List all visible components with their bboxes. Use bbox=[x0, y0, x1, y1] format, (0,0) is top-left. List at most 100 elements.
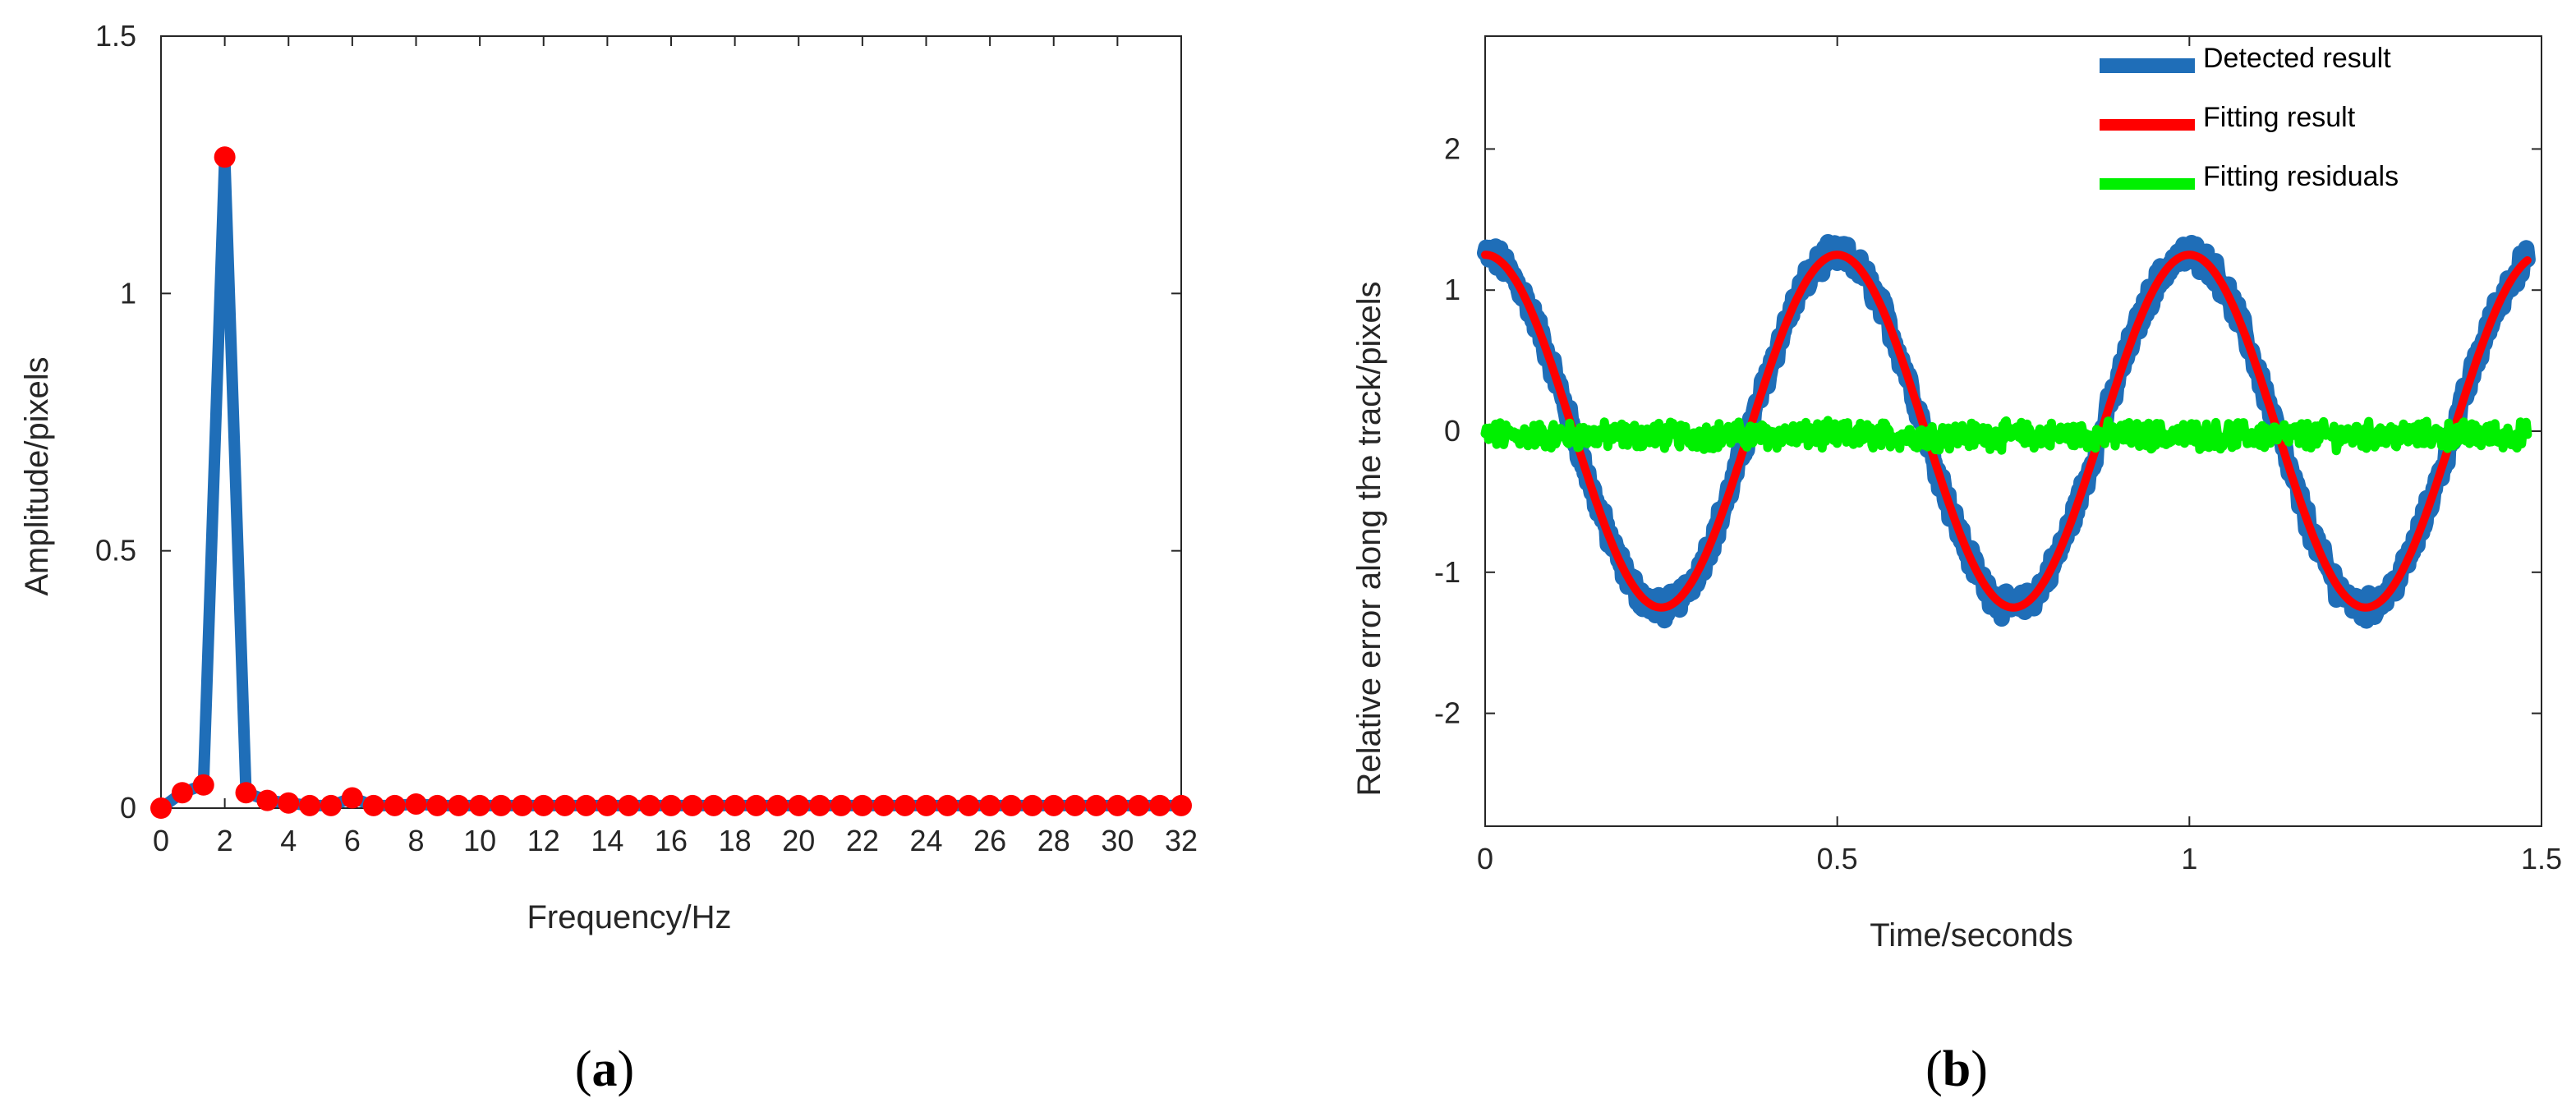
y-tick-label-a: 0 bbox=[120, 791, 136, 825]
data-point bbox=[405, 793, 427, 815]
y-tick-label-b: -1 bbox=[1434, 555, 1460, 589]
detected-result-line bbox=[1477, 234, 2536, 629]
legend-b: Detected result Fitting result Fitting r… bbox=[2100, 43, 2399, 192]
data-point bbox=[150, 797, 172, 819]
data-point bbox=[872, 794, 895, 816]
data-point bbox=[1106, 794, 1129, 816]
data-point bbox=[320, 794, 342, 816]
data-point bbox=[618, 794, 640, 816]
y-tick-label-b: 1 bbox=[1444, 273, 1460, 306]
data-point bbox=[958, 794, 980, 816]
data-point bbox=[426, 794, 448, 816]
x-axis-label-a: Frequency/Hz bbox=[527, 899, 732, 935]
data-point bbox=[681, 794, 703, 816]
x-tick-label-a: 32 bbox=[1165, 824, 1198, 857]
data-point bbox=[490, 794, 513, 816]
data-point bbox=[1085, 794, 1107, 816]
data-point bbox=[1021, 794, 1043, 816]
data-point bbox=[702, 794, 724, 816]
data-point bbox=[384, 794, 406, 816]
data-point bbox=[278, 792, 300, 814]
data-point bbox=[554, 794, 576, 816]
series-b bbox=[1477, 234, 2536, 629]
data-point bbox=[1149, 794, 1171, 816]
y-tick-labels-a: 0 0.5 1 1.5 bbox=[95, 19, 136, 825]
x-tick-label-a: 4 bbox=[280, 824, 297, 857]
data-point bbox=[596, 794, 619, 816]
x-tick-labels-a: 0 2 4 6 8 10 12 14 16 18 20 22 24 26 28 30 32 bbox=[153, 824, 1198, 857]
data-point bbox=[469, 794, 491, 816]
data-point bbox=[511, 794, 533, 816]
data-point bbox=[766, 794, 789, 816]
fitting-residuals-line bbox=[1480, 416, 2532, 456]
data-point bbox=[448, 794, 470, 816]
data-point bbox=[256, 789, 278, 811]
x-tick-label-b: 1 bbox=[2181, 842, 2197, 875]
data-point bbox=[724, 794, 746, 816]
plot-frame-a bbox=[160, 35, 1182, 809]
x-tick-label-a: 14 bbox=[591, 824, 623, 857]
data-point bbox=[745, 794, 767, 816]
legend-label-residuals: Fitting residuals bbox=[2203, 161, 2399, 192]
x-tick-label-b: 0.5 bbox=[1817, 842, 1858, 875]
data-point bbox=[362, 794, 384, 816]
x-tick-label-a: 24 bbox=[909, 824, 942, 857]
data-point bbox=[1128, 794, 1150, 816]
chart-a: 0 2 4 6 8 10 12 14 16 18 20 22 24 26 28 30 32 00.511.5 F… bbox=[19, 19, 1198, 1097]
y-tick-labels-b: -2 -1 0 1 2 bbox=[1434, 131, 1460, 729]
data-point bbox=[639, 794, 661, 816]
panel-label-a: (a) bbox=[575, 1041, 634, 1097]
data-point bbox=[532, 794, 554, 816]
axis-ticks-a bbox=[160, 35, 1182, 809]
x-tick-label-a: 10 bbox=[463, 824, 496, 857]
panel-label-b: (b) bbox=[1925, 1041, 1988, 1097]
x-tick-label-a: 2 bbox=[217, 824, 233, 857]
data-point bbox=[299, 794, 321, 816]
legend-label-detected: Detected result bbox=[2203, 43, 2391, 74]
x-tick-label-a: 0 bbox=[153, 824, 169, 857]
x-axis-label-b: Time/seconds bbox=[1870, 917, 2073, 953]
y-axis-label-b: Relative error along the track/pixels bbox=[1351, 282, 1387, 797]
data-point bbox=[830, 794, 852, 816]
legend-label-fitting: Fitting result bbox=[2203, 102, 2356, 133]
x-tick-label-a: 20 bbox=[782, 824, 815, 857]
y-tick-label-a: 1 bbox=[120, 276, 136, 310]
x-tick-label-a: 16 bbox=[655, 824, 688, 857]
data-point bbox=[214, 146, 236, 168]
x-tick-label-b: 1.5 bbox=[2521, 842, 2562, 875]
data-point bbox=[936, 794, 959, 816]
x-tick-label-a: 30 bbox=[1101, 824, 1134, 857]
data-point bbox=[192, 774, 214, 796]
y-tick-label-a: 1.5 bbox=[95, 19, 136, 53]
x-tick-label-a: 28 bbox=[1037, 824, 1070, 857]
data-point bbox=[915, 794, 937, 816]
chart-b: 0 0.5 1 1.5 -2 -1 0 1 2 Detected result Fitting… bbox=[1351, 35, 2562, 1097]
data-point bbox=[894, 794, 916, 816]
y-tick-label-a: 0.5 bbox=[95, 534, 136, 567]
data-point bbox=[809, 794, 831, 816]
fitting-result-line bbox=[1481, 250, 2532, 612]
data-point bbox=[575, 794, 597, 816]
data-point bbox=[1064, 794, 1086, 816]
x-tick-label-a: 8 bbox=[407, 824, 424, 857]
x-tick-label-a: 6 bbox=[344, 824, 361, 857]
data-point bbox=[660, 794, 682, 816]
x-tick-labels-b: 0 0.5 1 1.5 bbox=[1477, 842, 2562, 875]
data-point bbox=[1042, 794, 1065, 816]
data-point bbox=[1000, 794, 1023, 816]
data-point bbox=[979, 794, 1001, 816]
x-tick-label-a: 22 bbox=[846, 824, 879, 857]
data-point bbox=[1171, 794, 1192, 816]
series-a bbox=[150, 146, 1192, 819]
data-point bbox=[341, 787, 363, 809]
y-tick-label-b: 0 bbox=[1444, 414, 1460, 448]
x-tick-label-a: 26 bbox=[973, 824, 1006, 857]
amplitude-line bbox=[157, 151, 1181, 813]
data-point bbox=[235, 782, 257, 804]
x-tick-label-b: 0 bbox=[1477, 842, 1493, 875]
y-axis-label-a: Amplitude/pixels bbox=[19, 356, 55, 595]
x-tick-label-a: 18 bbox=[719, 824, 752, 857]
data-point bbox=[851, 794, 873, 816]
x-tick-label-a: 12 bbox=[527, 824, 560, 857]
y-tick-label-b: -2 bbox=[1434, 696, 1460, 730]
